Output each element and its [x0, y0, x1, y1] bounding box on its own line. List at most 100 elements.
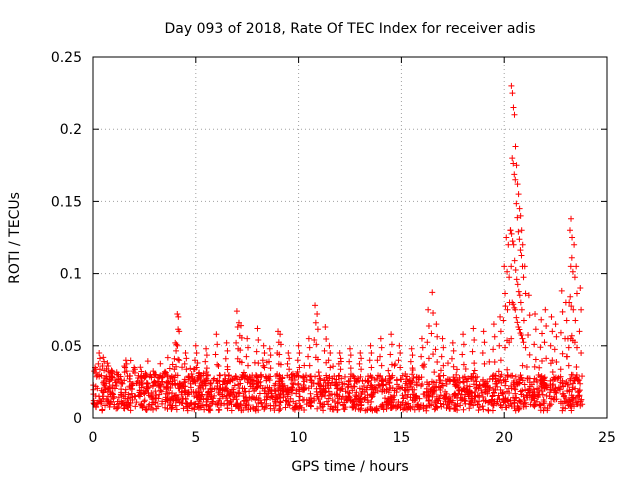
data-point-trace [504, 306, 511, 313]
background-point [162, 394, 169, 401]
background-point [518, 374, 525, 381]
background-point [209, 386, 216, 393]
background-point [329, 397, 336, 404]
background-point [442, 388, 449, 395]
background-point [261, 390, 268, 397]
background-point [470, 370, 477, 377]
background-point [272, 373, 279, 380]
background-point [326, 373, 333, 380]
data-point-trace [578, 350, 585, 357]
background-point [164, 397, 171, 404]
data-point-trace [305, 353, 312, 360]
data-point [254, 325, 261, 332]
background-point [327, 382, 334, 389]
background-point [504, 366, 511, 373]
background-point [543, 392, 550, 399]
background-point [423, 404, 430, 411]
data-point-trace [327, 364, 334, 371]
background-point [547, 377, 554, 384]
background-point [478, 390, 485, 397]
background-point [340, 405, 347, 412]
background-point [564, 387, 571, 394]
background-point [184, 391, 191, 398]
data-point [314, 311, 321, 318]
background-point [150, 368, 157, 375]
data-point-trace [520, 339, 527, 346]
background-point [402, 387, 409, 394]
background-point [245, 402, 252, 409]
background-point [100, 381, 107, 388]
background-point [156, 382, 163, 389]
data-point-trace [502, 344, 509, 351]
data-point-trace [512, 176, 519, 183]
background-point [294, 368, 301, 375]
background-point [339, 381, 346, 388]
data-point-trace [286, 355, 293, 362]
background-point [493, 380, 500, 387]
background-point [230, 386, 237, 393]
background-point [227, 399, 234, 406]
data-point [96, 350, 103, 357]
background-point [575, 389, 582, 396]
data-point-trace [175, 356, 182, 363]
background-point [338, 375, 345, 382]
background-point [398, 376, 405, 383]
background-point [352, 396, 359, 403]
background-point [513, 379, 520, 386]
data-point [470, 325, 477, 332]
data-point-trace [123, 368, 130, 375]
background-point [560, 390, 567, 397]
data-point [518, 227, 525, 234]
background-point [186, 374, 193, 381]
background-point [102, 402, 109, 409]
background-point [572, 385, 579, 392]
data-point-trace [261, 364, 268, 371]
data-point-trace [171, 355, 178, 362]
background-point [497, 402, 504, 409]
background-point [402, 400, 409, 407]
data-point [514, 181, 521, 188]
background-point [502, 382, 509, 389]
data-point-trace [541, 339, 548, 346]
data-point-trace [358, 355, 365, 362]
background-point [578, 396, 585, 403]
data-point-trace [214, 341, 221, 348]
background-point [423, 403, 430, 410]
background-point [490, 372, 497, 379]
background-point [263, 374, 270, 381]
background-point [277, 373, 284, 380]
background-point [496, 376, 503, 383]
background-point [559, 407, 566, 414]
background-point [527, 383, 534, 390]
data-point-trace [419, 344, 426, 351]
background-point [517, 399, 524, 406]
background-point [368, 391, 375, 398]
background-point [475, 407, 482, 414]
data-point-trace [515, 324, 522, 331]
background-point [412, 397, 419, 404]
background-point [478, 387, 485, 394]
background-point [299, 386, 306, 393]
data-point-trace [532, 356, 539, 363]
background-point [197, 384, 204, 391]
background-point [474, 401, 481, 408]
background-point [221, 378, 228, 385]
data-point-trace [314, 356, 321, 363]
background-point [323, 398, 330, 405]
data-point-trace [513, 314, 520, 321]
background-point [144, 380, 151, 387]
background-point [157, 373, 164, 380]
background-point [261, 387, 268, 394]
background-point [434, 404, 441, 411]
x-tick-label: 0 [89, 430, 98, 446]
background-point [276, 402, 283, 409]
background-point [387, 404, 394, 411]
background-point [466, 398, 473, 405]
background-point [421, 390, 428, 397]
data-point-trace [508, 230, 515, 237]
background-point [374, 357, 381, 364]
data-point [525, 292, 532, 299]
data-point-trace [388, 341, 395, 348]
data-point-trace [202, 358, 209, 365]
y-tick-label: 0.15 [51, 194, 82, 210]
